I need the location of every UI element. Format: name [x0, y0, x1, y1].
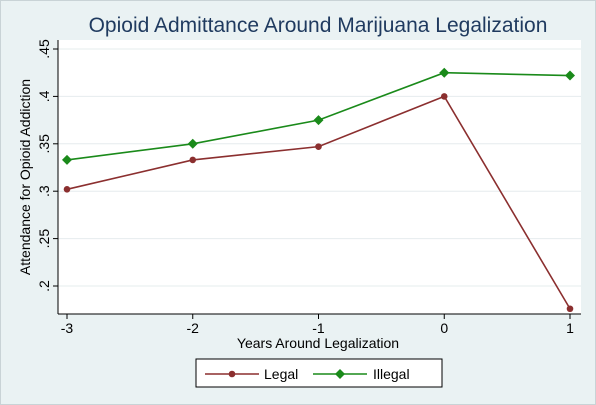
- y-tick-label: .45: [36, 39, 52, 59]
- x-axis-ticks: -3 -2 -1 0 1: [61, 314, 574, 336]
- legend-label-illegal: Illegal: [373, 366, 410, 382]
- series-layer: [62, 67, 575, 313]
- y-tick-label: .3: [36, 185, 52, 197]
- y-axis-ticks: .2 .25 .3 .35 .4 .45: [36, 39, 58, 292]
- legend: Legal Illegal: [195, 358, 443, 388]
- grid-lines: [58, 48, 581, 287]
- x-tick-label: 1: [566, 320, 574, 336]
- x-tick-label: 0: [440, 320, 448, 336]
- plot-area: [58, 40, 581, 314]
- data-point-illegal-diamond: [565, 70, 575, 81]
- legend-box: [195, 358, 443, 388]
- y-axis-title: Attendance for Opioid Addiction: [17, 79, 33, 275]
- data-point-legal-circle: [63, 186, 71, 193]
- data-point-legal-circle: [315, 143, 322, 150]
- data-point-illegal-diamond: [187, 138, 198, 149]
- y-tick-label: .2: [36, 280, 52, 292]
- x-tick-label: -2: [187, 320, 200, 336]
- x-tick-label: -1: [312, 320, 325, 336]
- x-axis-title: Years Around Legalization: [237, 335, 399, 351]
- data-point-legal-circle: [566, 305, 574, 313]
- y-tick-label: .35: [36, 134, 52, 154]
- data-point-legal-circle: [440, 93, 448, 100]
- chart-title: Opioid Admittance Around Marijuana Legal…: [89, 14, 548, 37]
- data-point-illegal-diamond: [62, 154, 72, 165]
- data-point-legal-circle: [189, 156, 197, 164]
- legend-marker-legal-circle: [228, 370, 236, 378]
- legend-items: [205, 369, 367, 379]
- data-point-illegal-diamond: [313, 115, 324, 126]
- legend-label-legal: Legal: [264, 366, 298, 382]
- data-point-illegal-diamond: [439, 67, 450, 78]
- y-tick-label: .25: [36, 229, 52, 249]
- y-tick-label: .4: [36, 90, 52, 102]
- x-tick-label: -3: [61, 320, 74, 336]
- legend-marker-illegal-diamond: [335, 369, 345, 379]
